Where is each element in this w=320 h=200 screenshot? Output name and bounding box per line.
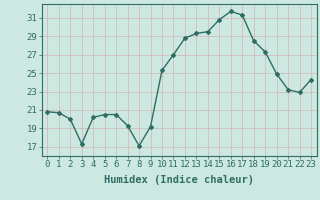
X-axis label: Humidex (Indice chaleur): Humidex (Indice chaleur) <box>104 175 254 185</box>
